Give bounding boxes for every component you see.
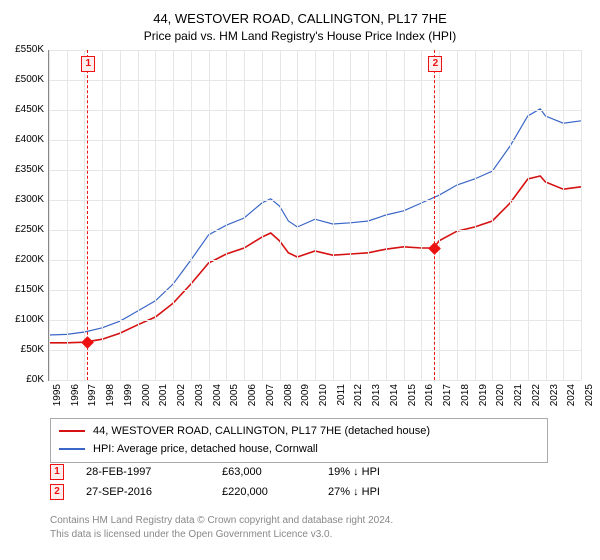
x-tick-label: 2025 (584, 384, 595, 414)
y-tick-label: £100K (0, 314, 44, 325)
footer-line1: Contains HM Land Registry data © Crown c… (50, 514, 580, 528)
chart-title-block: 44, WESTOVER ROAD, CALLINGTON, PL17 7HE … (0, 0, 600, 45)
legend-item: HPI: Average price, detached house, Corn… (59, 441, 539, 459)
y-tick-label: £550K (0, 44, 44, 55)
legend-label: 44, WESTOVER ROAD, CALLINGTON, PL17 7HE … (93, 425, 430, 437)
x-tick-label: 2011 (336, 384, 347, 414)
x-tick-label: 1997 (87, 384, 98, 414)
x-tick-label: 2007 (265, 384, 276, 414)
y-tick-label: £250K (0, 224, 44, 235)
x-tick-label: 2017 (442, 384, 453, 414)
sale-marker: 2 (428, 56, 442, 72)
x-tick-label: 2004 (212, 384, 223, 414)
annotation-delta: 19% ↓ HPI (328, 466, 380, 478)
annotation-delta: 27% ↓ HPI (328, 486, 380, 498)
y-tick-label: £300K (0, 194, 44, 205)
x-tick-label: 2020 (495, 384, 506, 414)
footer-line2: This data is licensed under the Open Gov… (50, 528, 580, 542)
y-tick-label: £350K (0, 164, 44, 175)
annotation-row: 2 27-SEP-2016 £220,000 27% ↓ HPI (50, 484, 580, 500)
x-tick-label: 2016 (424, 384, 435, 414)
sale-marker: 1 (81, 56, 95, 72)
annotation-date: 27-SEP-2016 (86, 486, 196, 498)
y-tick-label: £500K (0, 74, 44, 85)
x-tick-label: 2001 (158, 384, 169, 414)
x-tick-label: 2006 (247, 384, 258, 414)
title-line2: Price paid vs. HM Land Registry's House … (0, 28, 600, 45)
x-tick-label: 2013 (371, 384, 382, 414)
x-tick-label: 2014 (389, 384, 400, 414)
x-tick-label: 2000 (141, 384, 152, 414)
x-tick-label: 2019 (478, 384, 489, 414)
y-tick-label: £450K (0, 104, 44, 115)
y-tick-label: £400K (0, 134, 44, 145)
title-line1: 44, WESTOVER ROAD, CALLINGTON, PL17 7HE (0, 10, 600, 28)
legend-swatch (59, 430, 85, 432)
plot-area: 12 (48, 50, 581, 381)
y-tick-label: £150K (0, 284, 44, 295)
chart-container: 44, WESTOVER ROAD, CALLINGTON, PL17 7HE … (0, 0, 600, 560)
x-tick-label: 2024 (566, 384, 577, 414)
x-tick-label: 1998 (105, 384, 116, 414)
annotation-date: 28-FEB-1997 (86, 466, 196, 478)
x-tick-label: 2002 (176, 384, 187, 414)
x-tick-label: 2022 (531, 384, 542, 414)
annotation-rows: 1 28-FEB-1997 £63,000 19% ↓ HPI 2 27-SEP… (50, 464, 580, 504)
x-tick-label: 1999 (123, 384, 134, 414)
legend-box: 44, WESTOVER ROAD, CALLINGTON, PL17 7HE … (50, 418, 548, 463)
annotation-price: £63,000 (222, 466, 302, 478)
x-tick-label: 2021 (513, 384, 524, 414)
x-tick-label: 1995 (52, 384, 63, 414)
x-tick-label: 2005 (229, 384, 240, 414)
y-tick-label: £0K (0, 374, 44, 385)
x-tick-label: 2018 (460, 384, 471, 414)
y-tick-label: £50K (0, 344, 44, 355)
x-tick-label: 2023 (549, 384, 560, 414)
x-tick-label: 2008 (283, 384, 294, 414)
x-tick-label: 1996 (70, 384, 81, 414)
annotation-marker: 1 (50, 464, 64, 480)
legend-item: 44, WESTOVER ROAD, CALLINGTON, PL17 7HE … (59, 423, 539, 441)
x-tick-label: 2015 (407, 384, 418, 414)
footer: Contains HM Land Registry data © Crown c… (50, 514, 580, 542)
y-tick-label: £200K (0, 254, 44, 265)
x-tick-label: 2010 (318, 384, 329, 414)
x-tick-label: 2009 (300, 384, 311, 414)
annotation-marker: 2 (50, 484, 64, 500)
legend-label: HPI: Average price, detached house, Corn… (93, 443, 318, 455)
annotation-price: £220,000 (222, 486, 302, 498)
x-tick-label: 2012 (353, 384, 364, 414)
legend-swatch (59, 448, 85, 450)
annotation-row: 1 28-FEB-1997 £63,000 19% ↓ HPI (50, 464, 580, 480)
x-tick-label: 2003 (194, 384, 205, 414)
